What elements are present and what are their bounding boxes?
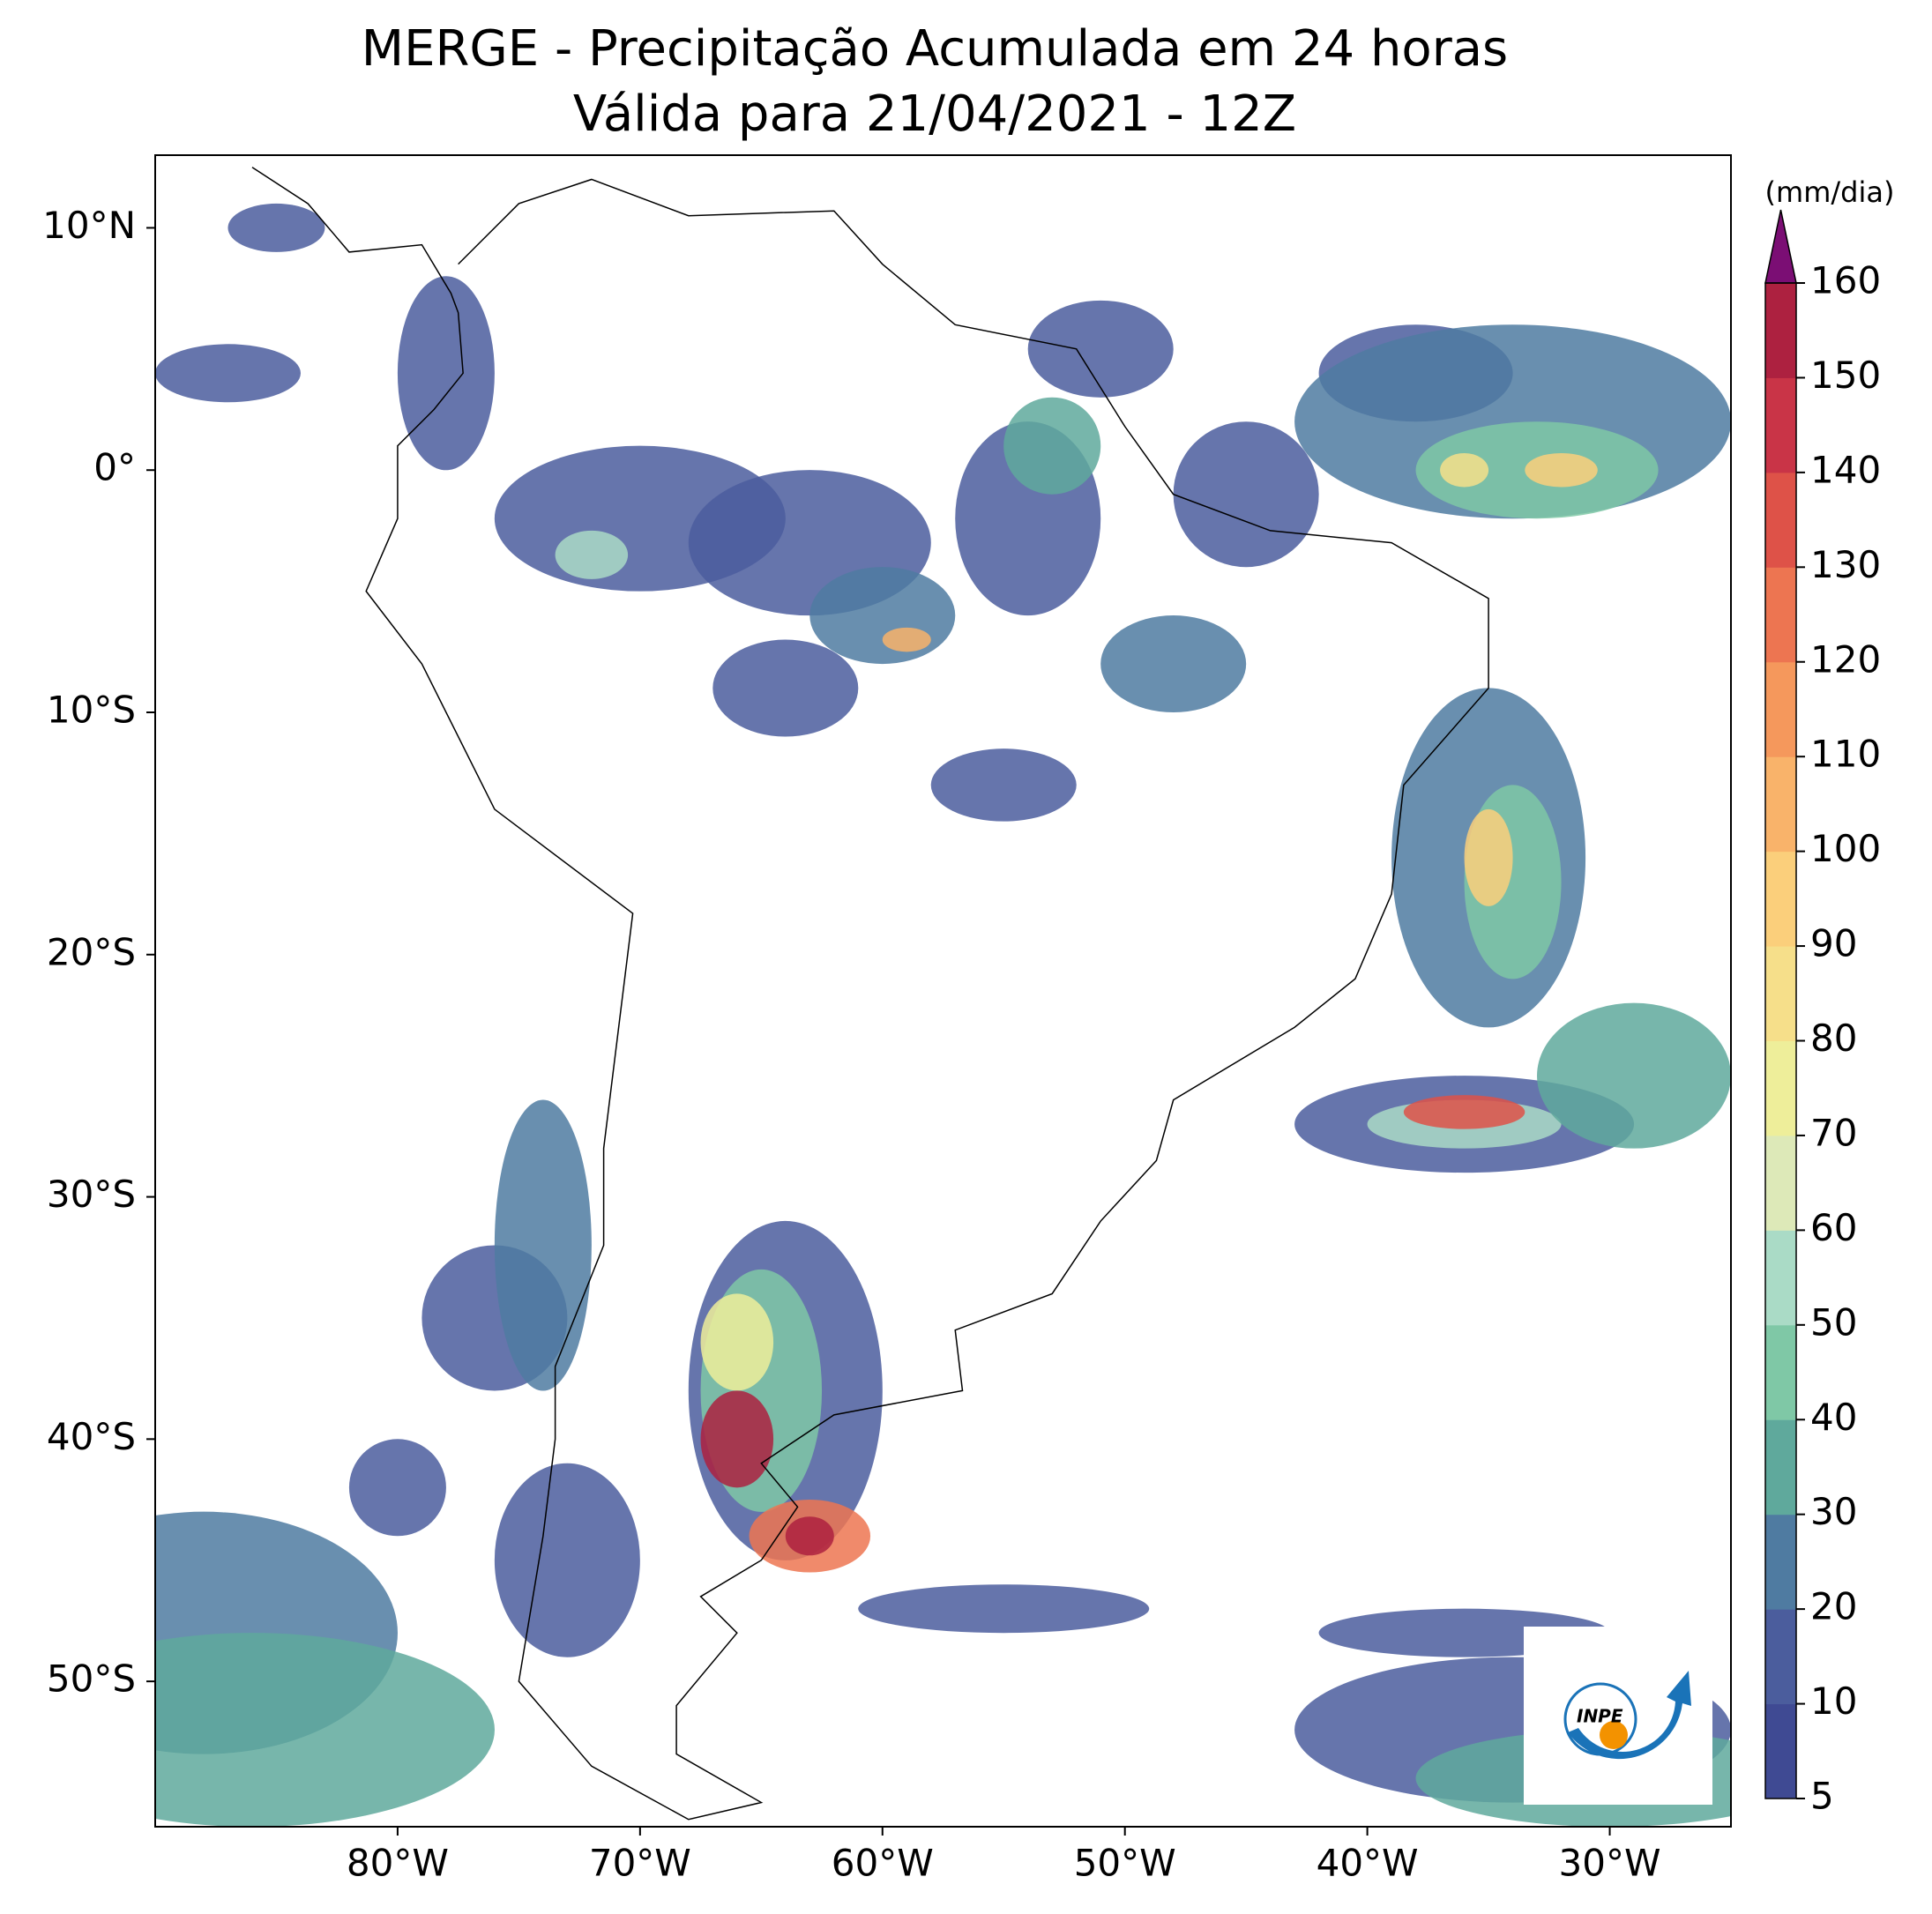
precip-area xyxy=(348,1439,446,1537)
colorbar-tick-label: 130 xyxy=(1810,543,1881,586)
logo-text: INPE xyxy=(1577,1706,1623,1727)
colorbar-tick-label: 5 xyxy=(1810,1775,1834,1818)
y-tick-label: 10°S xyxy=(47,689,136,732)
y-tick-label: 30°S xyxy=(47,1173,136,1216)
colorbar-band xyxy=(1765,1609,1796,1705)
colorbar-tick-label: 110 xyxy=(1810,733,1881,776)
map-title: MERGE - Precipitação Acumulada em 24 hor… xyxy=(362,20,1508,78)
precip-area xyxy=(228,203,325,252)
precip-area xyxy=(785,1516,834,1556)
precip-area xyxy=(1537,1002,1731,1149)
logo-orbit xyxy=(1563,1682,1637,1756)
precip-area xyxy=(1173,421,1319,568)
colorbar-band xyxy=(1765,1703,1796,1799)
colorbar-tick-label: 80 xyxy=(1810,1017,1857,1060)
colorbar-tick-label: 60 xyxy=(1810,1206,1857,1249)
y-tick-label: 10°N xyxy=(42,204,136,247)
x-tick-label: 60°W xyxy=(832,1842,934,1885)
colorbar-tick-label: 90 xyxy=(1810,922,1857,965)
precip-area xyxy=(494,1099,592,1391)
colorbar-tick-label: 140 xyxy=(1810,448,1881,491)
precip-area xyxy=(1525,452,1598,488)
colorbar-tick-label: 120 xyxy=(1810,637,1881,681)
colorbar-tick-label: 20 xyxy=(1810,1585,1857,1628)
y-tick-label: 40°S xyxy=(47,1415,136,1458)
precip-area xyxy=(1100,615,1247,713)
colorbar-tick-label: 30 xyxy=(1810,1490,1857,1533)
logo: INPE xyxy=(1524,1627,1712,1805)
precip-area xyxy=(1403,1095,1525,1129)
colorbar-tick-label: 40 xyxy=(1810,1396,1857,1439)
precip-area xyxy=(700,1293,774,1391)
precip-area xyxy=(700,1390,774,1488)
colorbar-band xyxy=(1765,851,1796,947)
map-subtitle: Válida para 21/04/2021 - 12Z xyxy=(573,86,1296,143)
colorbar-band xyxy=(1765,283,1796,378)
colorbar-tick-label: 100 xyxy=(1810,827,1881,870)
colorbar-band xyxy=(1765,472,1796,568)
x-tick-label: 70°W xyxy=(589,1842,691,1885)
colorbar-band xyxy=(1765,661,1796,757)
precip-area xyxy=(155,344,301,403)
colorbar-extend xyxy=(1764,209,1797,284)
colorbar-band xyxy=(1765,567,1796,663)
colorbar-band xyxy=(1765,377,1796,473)
colorbar-band xyxy=(1765,756,1796,853)
colorbar-tick-label: 50 xyxy=(1810,1300,1857,1344)
precip-area xyxy=(809,567,956,665)
precip-area xyxy=(1464,808,1513,906)
colorbar-band xyxy=(1765,1040,1796,1136)
precip-area xyxy=(555,530,629,579)
logo-sun xyxy=(1600,1721,1628,1749)
colorbar-band xyxy=(1765,1324,1796,1420)
logo-box xyxy=(1524,1627,1712,1805)
logo-arrow xyxy=(1568,1671,1691,1760)
x-tick-label: 30°W xyxy=(1559,1842,1661,1885)
precip-area xyxy=(1440,452,1489,488)
coastline xyxy=(251,167,1489,1821)
y-tick-label: 0° xyxy=(93,446,136,489)
colorbar-band xyxy=(1765,1514,1796,1610)
precip-area xyxy=(155,1633,495,1827)
precip-area xyxy=(1003,397,1101,495)
x-tick-label: 80°W xyxy=(347,1842,449,1885)
y-tick-label: 20°S xyxy=(47,930,136,973)
map-frame xyxy=(154,154,1732,1828)
precip-area xyxy=(397,276,495,471)
colorbar-band xyxy=(1765,946,1796,1041)
precip-area xyxy=(1027,300,1174,398)
map-area xyxy=(155,167,1731,1827)
colorbar-tick-label: 150 xyxy=(1810,354,1881,397)
colorbar-tick-label: 160 xyxy=(1810,259,1881,302)
y-tick-label: 50°S xyxy=(47,1657,136,1701)
precip-area xyxy=(858,1584,1150,1634)
colorbar-band xyxy=(1765,1230,1796,1326)
precip-area xyxy=(882,627,931,652)
x-tick-label: 40°W xyxy=(1317,1842,1419,1885)
colorbar-label: (mm/dia) xyxy=(1765,175,1895,209)
x-tick-label: 50°W xyxy=(1074,1842,1176,1885)
precip-area xyxy=(494,1463,640,1657)
colorbar-band xyxy=(1765,1419,1796,1516)
precip-area xyxy=(930,748,1077,822)
colorbar-band xyxy=(1765,1135,1796,1231)
precip-area xyxy=(712,639,859,737)
colorbar-tick-label: 70 xyxy=(1810,1111,1857,1154)
colorbar-tick-label: 10 xyxy=(1810,1679,1857,1723)
